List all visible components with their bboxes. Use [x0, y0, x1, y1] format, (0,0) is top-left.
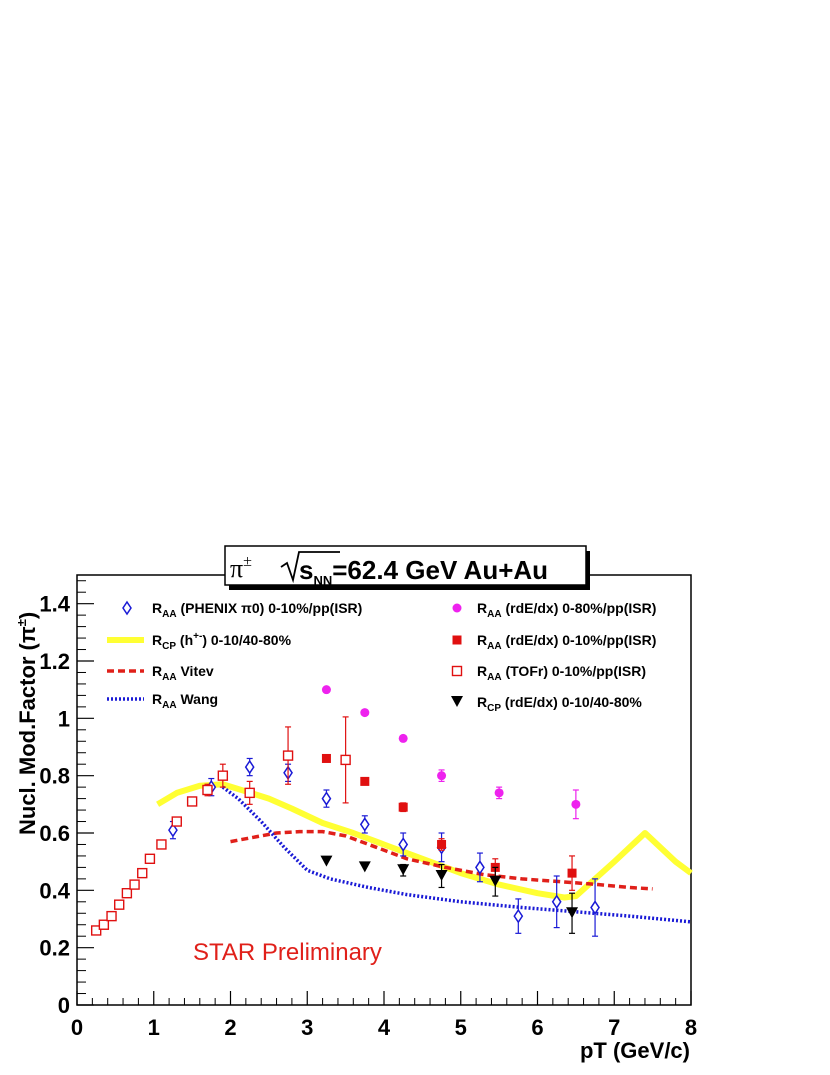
- x-tick-label: 7: [608, 1015, 620, 1040]
- phenix-point: [590, 900, 600, 915]
- rcp_rde-point: [435, 870, 448, 881]
- rde_0_80-point: [571, 799, 581, 809]
- legend-rde_0_80-marker: [452, 603, 462, 613]
- x-tick-label: 0: [71, 1015, 83, 1040]
- phenix-point: [168, 822, 178, 838]
- legend-rde_0_10-label: RAA (rdE/dx) 0-10%/pp(ISR): [477, 632, 656, 652]
- rde_0_80-point: [398, 733, 408, 743]
- legend-rcp_h-label: RCP (h+-) 0-10/40-80%: [152, 631, 292, 652]
- tofr-point: [282, 750, 294, 761]
- rcp_rde-point: [358, 861, 371, 873]
- legend-rcp_rde-label: RCP (rdE/dx) 0-10/40-80%: [477, 694, 642, 714]
- title-particle: π±: [230, 553, 252, 583]
- tofr-point: [202, 784, 213, 796]
- tofr-point: [156, 839, 167, 850]
- legend-vitev-label: RAA Vitev: [152, 663, 214, 683]
- y-tick-label: 0: [58, 993, 70, 1018]
- tofr-point: [171, 816, 182, 827]
- rde_0_80-point: [494, 788, 504, 798]
- x-tick-label: 1: [148, 1015, 160, 1040]
- rcp_h-curve: [156, 781, 693, 901]
- rde_0_10-point: [398, 802, 408, 812]
- sqrt-symbol: [280, 551, 340, 584]
- legend-phenix-label: RAA (PHENIX π0) 0-10%/pp(ISR): [152, 600, 362, 620]
- y-tick-label: 1: [58, 706, 70, 731]
- legend-rde_0_80-label: RAA (rdE/dx) 0-80%/pp(ISR): [477, 600, 656, 620]
- rde_0_10-point: [567, 868, 577, 878]
- legend-tofr-label: RAA (TOFr) 0-10%/pp(ISR): [477, 663, 646, 683]
- curves-layer: [156, 781, 693, 924]
- points-layer: [90, 685, 600, 937]
- x-tick-label: 5: [455, 1015, 467, 1040]
- rde_0_10-point: [437, 839, 447, 849]
- y-tick-label: 1.2: [39, 649, 70, 674]
- y-tick-label: 0.2: [39, 936, 70, 961]
- rcp_rde-point: [566, 907, 579, 919]
- legend: RAA (PHENIX π0) 0-10%/pp(ISR) RCP (h+-) 0…: [107, 600, 656, 714]
- rcp_rde-point: [320, 855, 333, 867]
- tofr-point: [244, 787, 255, 799]
- tofr-point: [137, 867, 148, 879]
- vitev-curve: [230, 829, 653, 891]
- phenix-point: [244, 759, 255, 775]
- phenix-point: [359, 817, 370, 832]
- rcp_rde-point: [489, 875, 502, 887]
- tofr-point: [217, 770, 229, 781]
- x-tick-label: 4: [378, 1015, 391, 1040]
- phenix-point: [398, 837, 409, 852]
- legend-rde_0_10-marker: [452, 635, 462, 645]
- star-preliminary-label: STAR Preliminary: [193, 939, 382, 966]
- tofr-point: [106, 910, 117, 922]
- legend-wang-label: RAA Wang: [152, 691, 218, 711]
- phenix-point: [321, 791, 332, 806]
- y-tick-label: 1.4: [39, 592, 70, 617]
- phenix-point: [513, 908, 524, 924]
- rcp_rde-point: [397, 864, 410, 876]
- y-tick-label: 0.8: [39, 764, 70, 789]
- tofr-point: [340, 754, 351, 766]
- legend-phenix-marker: [122, 600, 132, 616]
- rde_0_10-point: [321, 753, 331, 763]
- rde_0_10-point: [360, 776, 370, 786]
- rde_0_80-point: [360, 708, 370, 718]
- phenix-point: [475, 860, 485, 875]
- tofr-point: [129, 879, 140, 890]
- x-tick-label: 8: [685, 1015, 697, 1040]
- x-axis-label: pT (GeV/c): [580, 1038, 690, 1063]
- title-box: [224, 545, 587, 586]
- legend-rcp_rde-marker: [451, 696, 463, 707]
- y-tick-label: 0.6: [39, 821, 70, 846]
- x-tick-label: 3: [301, 1015, 313, 1040]
- tofr-point: [144, 853, 156, 864]
- title-sqrt-s: sNN=62.4 GeV Au+Au: [299, 555, 548, 588]
- x-tick-label: 2: [224, 1015, 236, 1040]
- tofr-point: [114, 899, 125, 910]
- y-axis-label: Nucl. Mod.Factor (π±): [14, 612, 40, 835]
- axis-ticks: 0 1 2 3 4 5 6 7 8 0 0.2 0.4 0.6 0.8 1 1.2 1.4: [39, 580, 697, 1040]
- tofr-point: [121, 888, 133, 899]
- legend-tofr-marker: [451, 665, 463, 677]
- rde_0_80-point: [321, 685, 331, 695]
- tofr-point: [98, 919, 110, 930]
- tofr-point: [90, 925, 102, 936]
- y-tick-label: 0.4: [39, 878, 70, 903]
- phenix-point: [551, 894, 562, 910]
- x-tick-label: 6: [531, 1015, 543, 1040]
- tofr-point: [186, 796, 198, 807]
- rde_0_80-point: [437, 771, 447, 781]
